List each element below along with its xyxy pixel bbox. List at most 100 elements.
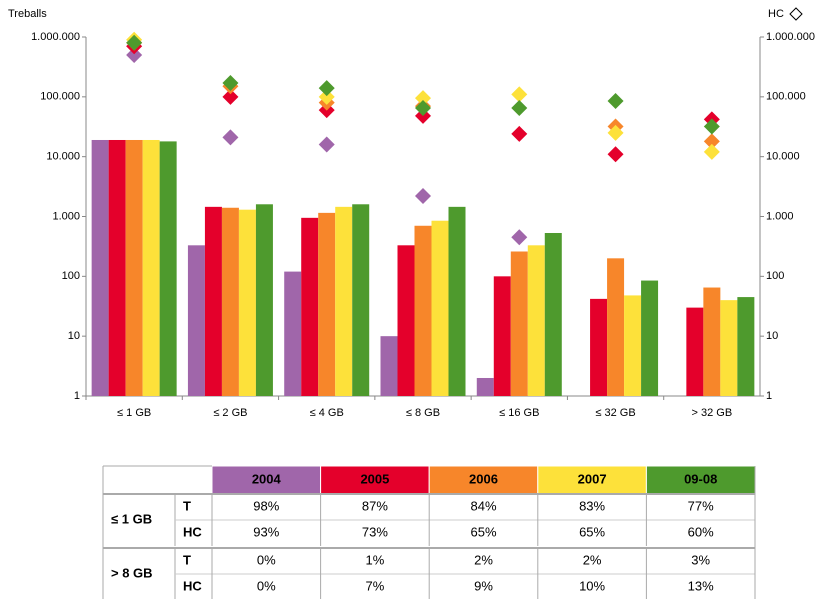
- hc-diamond: [126, 34, 143, 51]
- bar: [159, 141, 177, 396]
- y2-tick-label: 1: [766, 390, 772, 402]
- y2-tick-label: 100.000: [766, 91, 806, 103]
- y2-axis-label: HC: [768, 8, 784, 20]
- bar: [318, 212, 336, 396]
- bar: [544, 232, 562, 396]
- bar: [448, 206, 466, 396]
- bar: [204, 206, 222, 396]
- y-axis-label: Treballs: [8, 8, 47, 20]
- hc-diamond: [415, 90, 431, 107]
- table-cell: 7%: [366, 578, 385, 593]
- x-tick-label: ≤ 32 GB: [595, 407, 635, 419]
- hc-diamond: [703, 133, 720, 150]
- x-tick-label: ≤ 8 GB: [406, 407, 440, 419]
- table-cell: 87%: [362, 498, 388, 513]
- bar: [335, 206, 353, 396]
- table-cell: 0%: [257, 552, 276, 567]
- hc-diamond: [511, 86, 528, 103]
- y2-tick-label: 100: [766, 270, 784, 282]
- bar: [720, 300, 738, 396]
- hc-diamond: [318, 136, 335, 153]
- hc-diamond: [318, 88, 335, 105]
- header-label: 2006: [469, 471, 498, 486]
- table-cell: 3%: [691, 552, 710, 567]
- bar: [703, 287, 721, 396]
- bar: [641, 280, 659, 396]
- row-label: T: [183, 552, 191, 567]
- table-cell: 10%: [579, 578, 605, 593]
- table-cell: 65%: [579, 524, 605, 539]
- hc-diamond: [415, 188, 431, 205]
- bar: [238, 209, 256, 396]
- table-cell: 77%: [688, 498, 714, 513]
- bar: [527, 245, 545, 396]
- row-label: HC: [183, 524, 202, 539]
- x-tick-label: ≤ 2 GB: [213, 407, 247, 419]
- hc-diamond: [415, 100, 431, 117]
- hc-diamond: [126, 47, 143, 64]
- x-tick-label: ≤ 4 GB: [310, 407, 344, 419]
- bar: [221, 207, 239, 396]
- y2-tick-label: 10: [766, 330, 778, 342]
- bar: [607, 258, 625, 396]
- bar: [686, 307, 704, 396]
- bar: [397, 245, 415, 396]
- x-tick-label: ≤ 1 GB: [117, 407, 151, 419]
- y-tick-label: 1: [74, 390, 80, 402]
- table: 2004 2005 2006 2007 09-08 ≤ 1 GB T 98% 87% 84% 83%…: [102, 465, 756, 600]
- row-label: T: [183, 498, 191, 513]
- bar: [431, 220, 449, 396]
- bar: [142, 139, 160, 396]
- y-tick-label: 10: [68, 330, 80, 342]
- row-label: HC: [183, 578, 202, 593]
- table-cell: 0%: [257, 578, 276, 593]
- hc-diamond: [318, 80, 335, 97]
- table-cell: 73%: [362, 524, 388, 539]
- hc-diamond: [607, 124, 624, 141]
- hc-diamond: [511, 229, 528, 246]
- bar: [737, 297, 755, 396]
- y2-tick-label: 1.000.000: [766, 31, 815, 43]
- bar: [284, 271, 302, 396]
- bar: [624, 295, 642, 396]
- table-cell: 13%: [688, 578, 714, 593]
- table-cell: 2%: [583, 552, 602, 567]
- y-tick-label: 100: [62, 270, 80, 282]
- hc-diamond: [511, 100, 528, 117]
- group-label: > 8 GB: [111, 565, 153, 580]
- bar: [476, 377, 494, 396]
- y2-tick-label: 10.000: [766, 151, 800, 163]
- table-cell: 93%: [253, 524, 279, 539]
- header-cell: [211, 465, 322, 495]
- bar: [380, 336, 398, 396]
- table-cell: 84%: [470, 498, 496, 513]
- hc-diamond: [703, 143, 720, 160]
- x-tick-label: > 32 GB: [692, 407, 733, 419]
- hc-diamond: [703, 118, 720, 135]
- header-label: 09-08: [684, 471, 717, 486]
- bar: [91, 139, 109, 396]
- table-cell: 2%: [474, 552, 493, 567]
- x-tick-label: ≤ 16 GB: [499, 407, 539, 419]
- table-cell: 1%: [366, 552, 385, 567]
- hc-diamond: [511, 125, 528, 142]
- legend-diamond-icon: [789, 7, 803, 21]
- bar: [187, 245, 205, 396]
- y-tick-label: 100.000: [40, 91, 80, 103]
- header-cell: [320, 465, 430, 495]
- bar: [352, 204, 370, 396]
- bar: [125, 139, 143, 396]
- y2-tick-label: 1.000: [766, 210, 794, 222]
- table-cell: 65%: [470, 524, 496, 539]
- hc-diamond: [607, 146, 624, 163]
- table-cell: 60%: [688, 524, 714, 539]
- y-tick-label: 1.000: [52, 210, 80, 222]
- table-cell: 9%: [474, 578, 493, 593]
- header-label: 2005: [360, 471, 389, 486]
- bar: [108, 139, 126, 396]
- y-tick-label: 1.000.000: [31, 31, 80, 43]
- hc-diamond: [222, 88, 239, 105]
- header-label: 2007: [578, 471, 607, 486]
- y-tick-label: 10.000: [46, 151, 80, 163]
- header-label: 2004: [252, 471, 282, 486]
